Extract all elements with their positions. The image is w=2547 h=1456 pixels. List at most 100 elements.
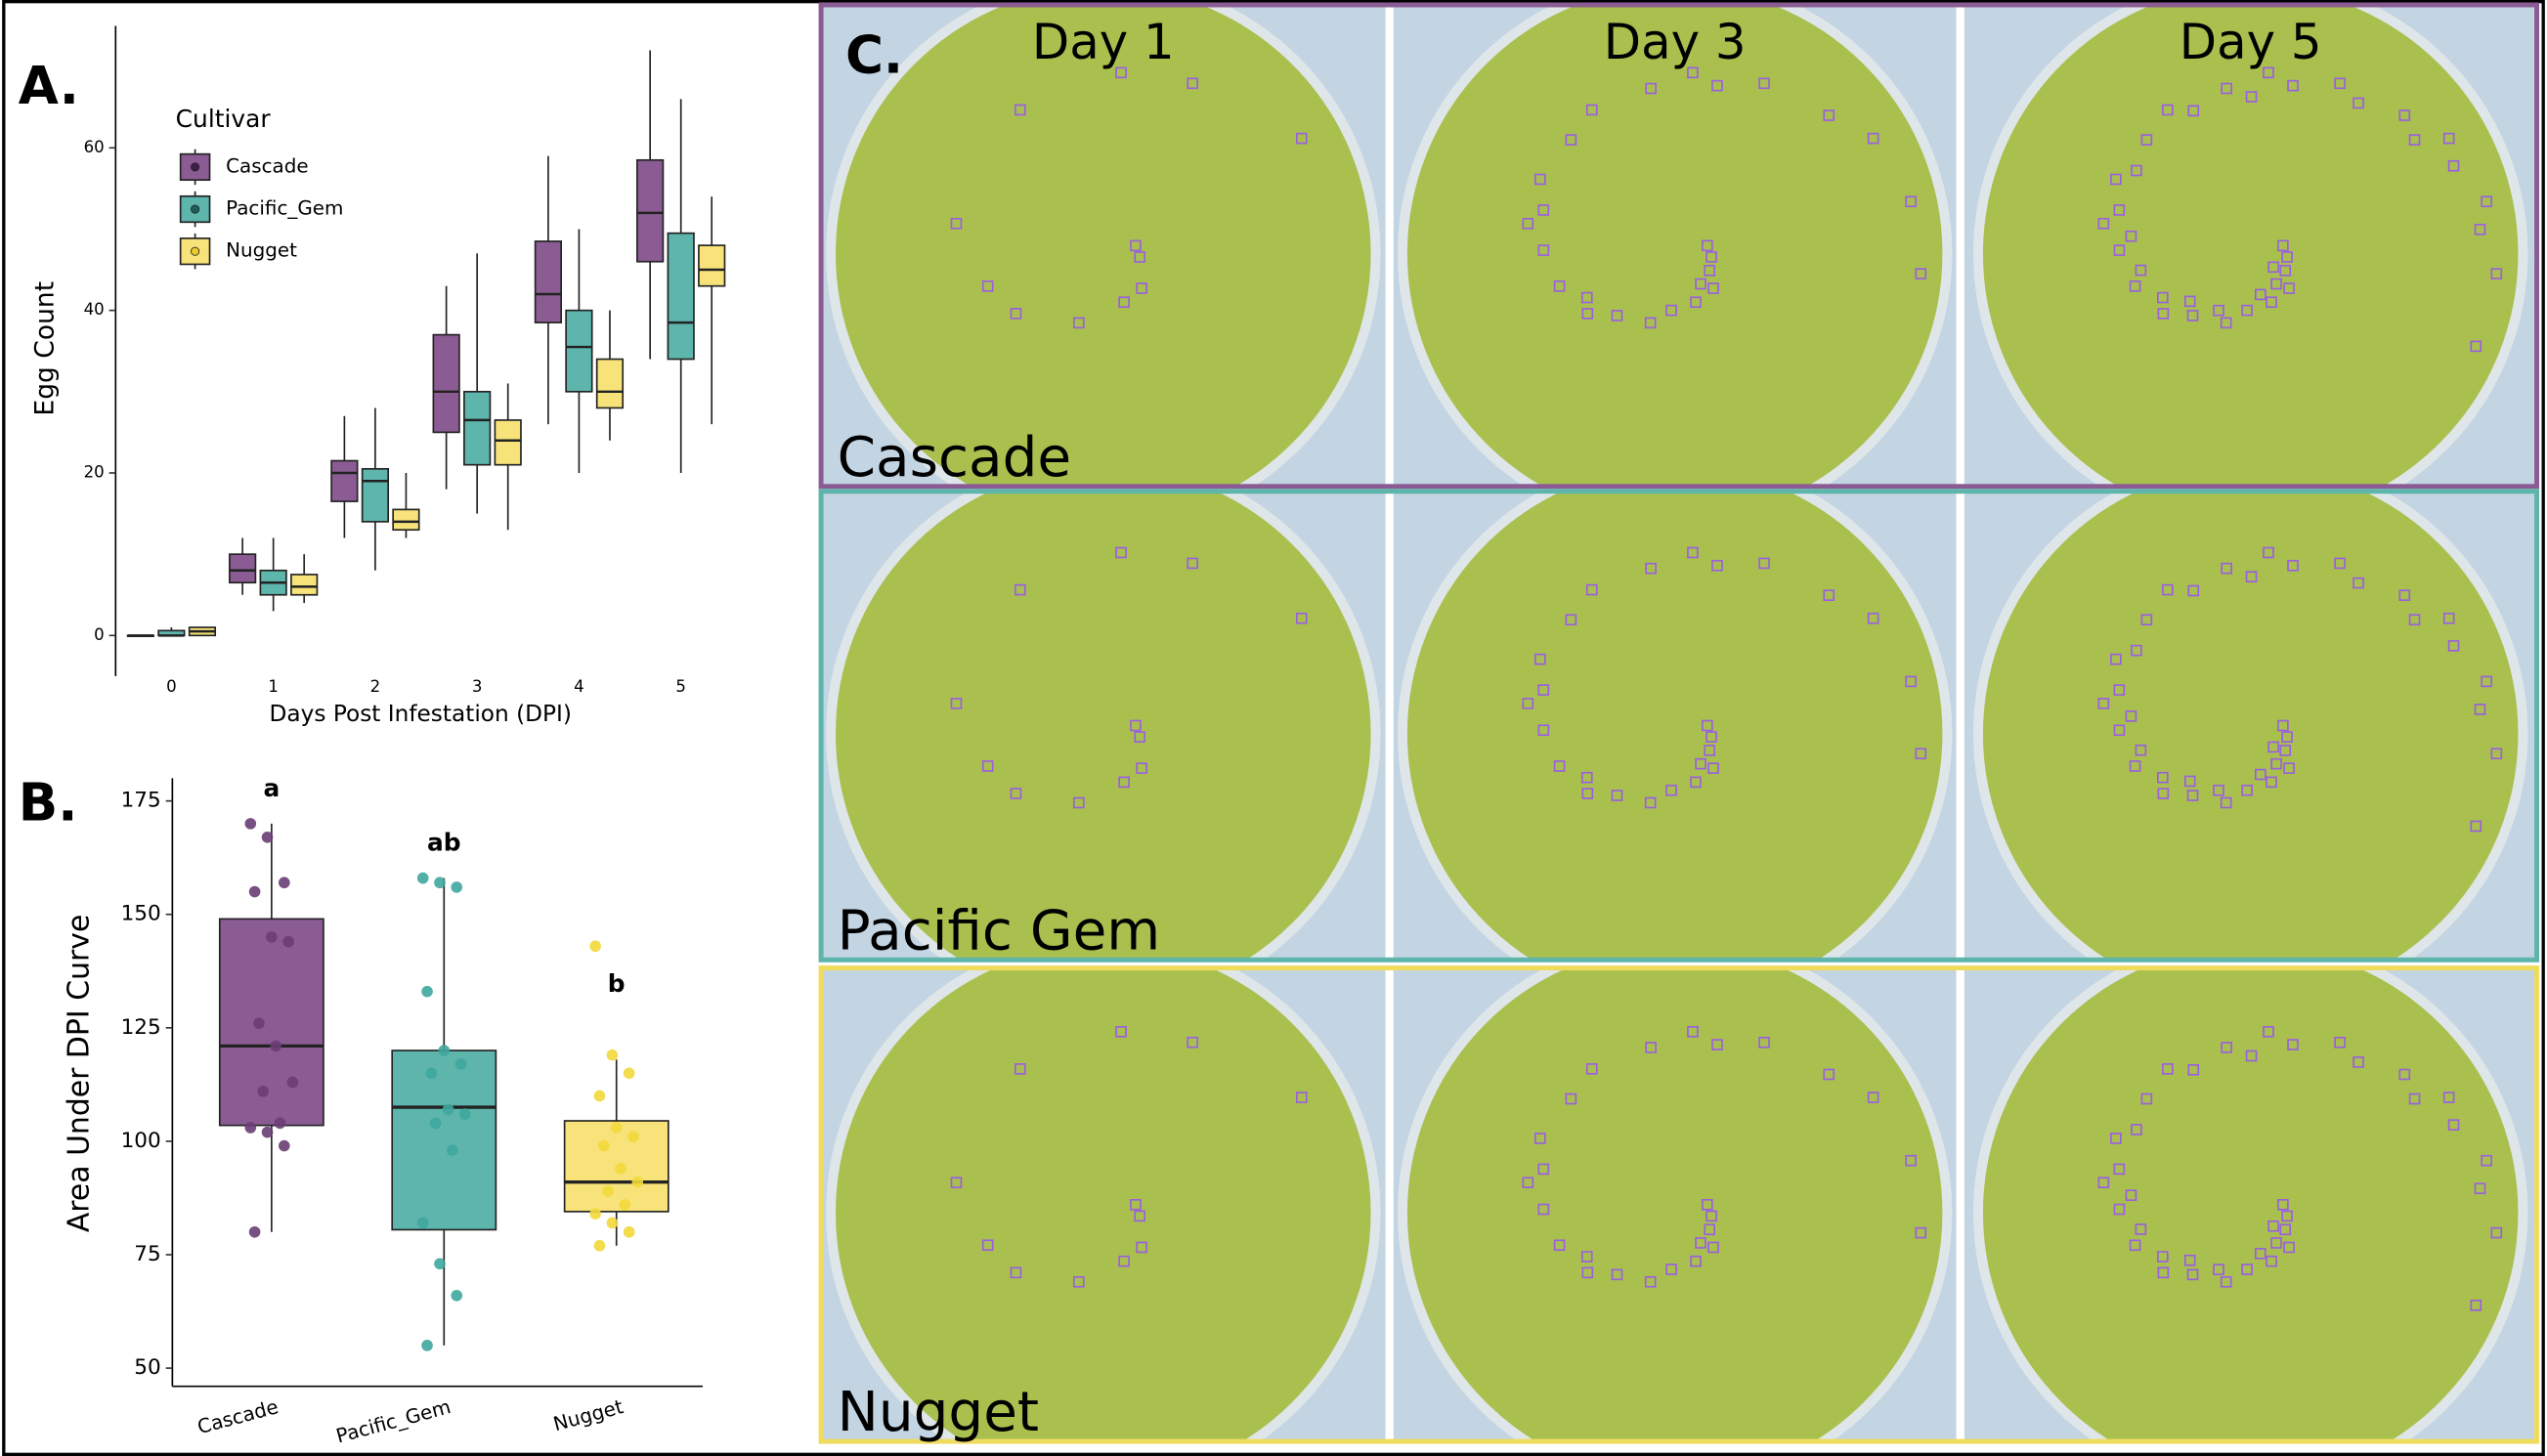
egg-marker [2125, 710, 2137, 722]
box [392, 508, 420, 532]
egg-marker [2283, 282, 2295, 294]
data-point [451, 1289, 463, 1302]
egg-marker [1690, 296, 1702, 309]
egg-marker [2442, 132, 2455, 145]
leaf [1398, 491, 1953, 961]
egg-marker [2113, 204, 2126, 216]
egg-marker [1645, 1042, 1657, 1053]
egg-marker [2263, 1025, 2274, 1038]
egg-marker [2097, 217, 2110, 230]
y-tick-label: 40 [84, 300, 105, 319]
egg-marker [1534, 653, 1546, 665]
row-label: Nugget [838, 1381, 1039, 1444]
egg-marker [2474, 224, 2486, 236]
egg-marker [1134, 1210, 1145, 1222]
egg-marker [1187, 557, 1199, 570]
egg-marker [2283, 762, 2295, 774]
y-tick-label: 175 [121, 789, 161, 813]
x-tick-label: 4 [574, 677, 584, 696]
data-point [278, 1139, 290, 1152]
egg-marker [1295, 612, 1308, 624]
egg-marker [1915, 748, 1927, 760]
egg-marker [2113, 244, 2126, 256]
data-point [286, 1076, 299, 1089]
egg-marker [2245, 1049, 2258, 1062]
box [330, 459, 359, 502]
egg-marker [1522, 1177, 1534, 1189]
egg-marker [2221, 82, 2232, 95]
legend-dot [191, 246, 200, 256]
egg-marker [1072, 1276, 1085, 1288]
data-point [244, 1122, 257, 1134]
data-point [593, 1090, 606, 1102]
egg-marker [1522, 698, 1534, 709]
egg-marker [1644, 1276, 1657, 1288]
egg-marker [1295, 1092, 1308, 1103]
data-point [606, 1049, 619, 1061]
egg-marker [1758, 557, 1770, 570]
box [667, 232, 695, 361]
egg-marker [1585, 104, 1598, 116]
leaf-disc [1398, 967, 1953, 1442]
leaf [826, 4, 1381, 487]
egg-marker [1644, 317, 1657, 329]
egg-marker [1611, 790, 1623, 801]
egg-marker [1537, 684, 1550, 696]
row-border [818, 965, 2540, 1444]
egg-marker [2221, 562, 2232, 575]
egg-marker [1581, 308, 1594, 320]
data-point [261, 1126, 274, 1138]
egg-marker [1687, 66, 1699, 79]
egg-marker [2398, 109, 2411, 121]
egg-marker [2255, 288, 2266, 301]
data-point [631, 1176, 644, 1188]
egg-marker [2110, 173, 2122, 186]
data-point [270, 1040, 281, 1052]
egg-marker [1537, 204, 1550, 216]
data-point [438, 1045, 451, 1056]
y-tick-label: 0 [94, 625, 105, 644]
egg-marker [1537, 244, 1550, 256]
egg-marker [2481, 675, 2492, 688]
egg-marker [2186, 310, 2199, 321]
data-point [416, 872, 429, 884]
egg-marker [1704, 1223, 1715, 1236]
data-point [610, 1122, 623, 1134]
egg-marker [1565, 134, 1577, 146]
egg-marker [2490, 748, 2503, 760]
egg-marker [2447, 1119, 2460, 1131]
egg-marker [2110, 1133, 2122, 1144]
egg-marker [1134, 251, 1145, 263]
egg-marker [2281, 1210, 2293, 1222]
egg-marker [2220, 796, 2232, 809]
legend-label: Cascade [226, 154, 309, 177]
egg-marker [1130, 1199, 1142, 1211]
egg-marker [1905, 1154, 1917, 1167]
egg-marker [1580, 291, 1593, 304]
egg-marker [2266, 1255, 2277, 1267]
data-point [593, 1239, 606, 1252]
data-point [602, 1185, 614, 1197]
egg-marker [1702, 239, 1713, 252]
egg-marker [2161, 104, 2174, 116]
box [229, 553, 257, 584]
y-tick-label: 75 [134, 1242, 160, 1266]
egg-marker [1905, 675, 1917, 688]
egg-marker [2131, 164, 2142, 177]
legend-key [179, 194, 211, 224]
egg-marker [1014, 1063, 1026, 1075]
box [494, 419, 522, 466]
y-axis-title: Egg Count [29, 281, 60, 416]
egg-marker [1711, 1039, 1723, 1050]
egg-marker [1711, 559, 1723, 572]
egg-marker [2334, 557, 2346, 570]
egg-marker [2270, 757, 2282, 770]
egg-marker [2187, 584, 2200, 597]
leaf [826, 967, 1381, 1442]
egg-marker [1705, 1210, 1717, 1222]
egg-marker [1014, 583, 1026, 596]
egg-marker [2129, 280, 2141, 292]
egg-marker [2156, 771, 2169, 784]
egg-marker [2129, 1239, 2141, 1252]
legend-dot [191, 162, 200, 172]
